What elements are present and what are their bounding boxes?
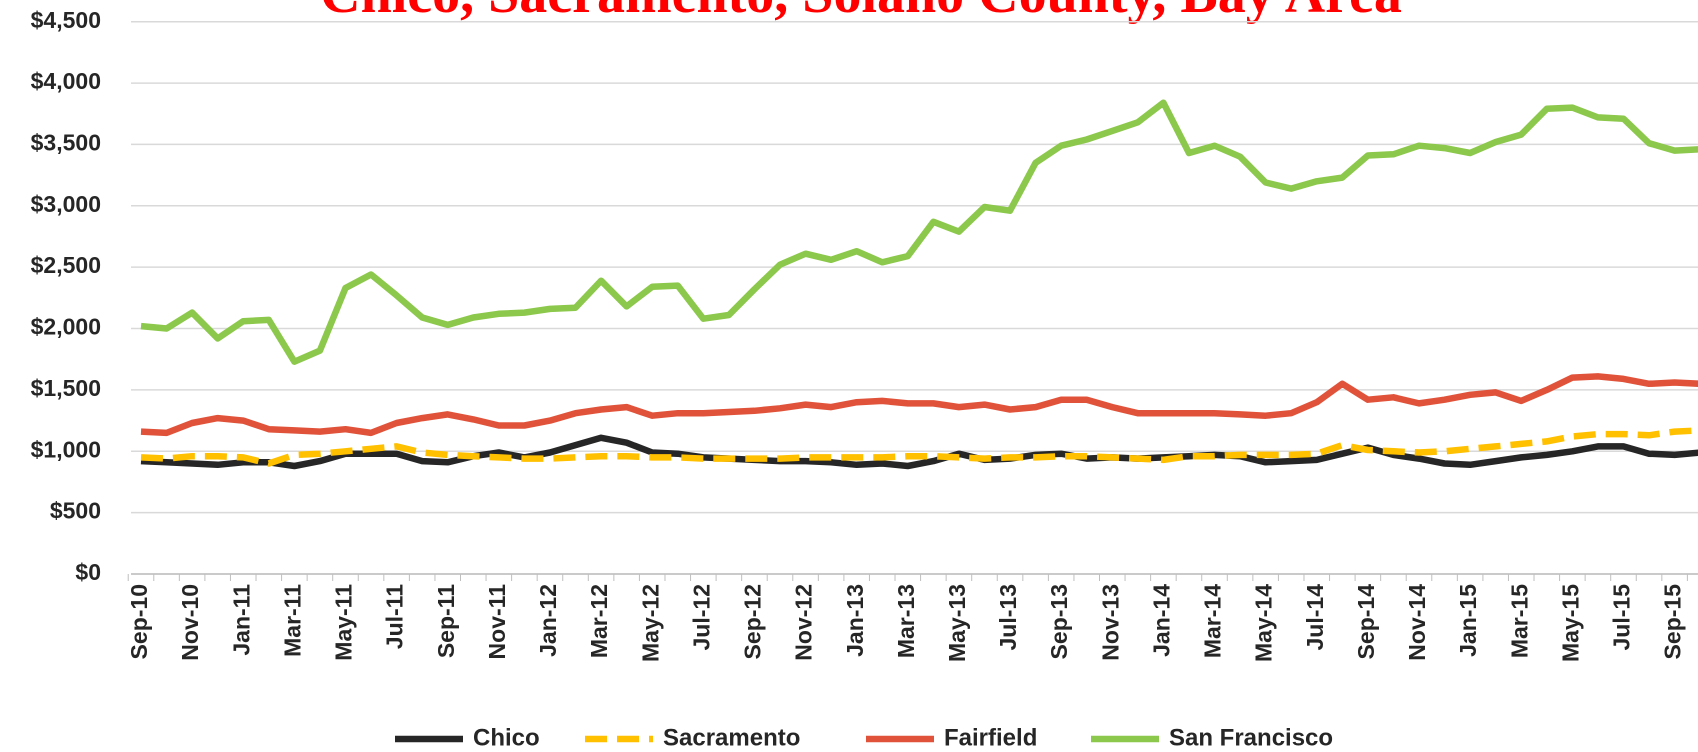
x-tick-label: May-12 <box>637 584 663 662</box>
y-tick-label: $1,500 <box>31 375 101 401</box>
y-tick-label: $2,000 <box>31 314 101 340</box>
legend-label: Sacramento <box>663 724 800 751</box>
y-tick-label: $500 <box>50 498 101 524</box>
x-tick-label: Nov-12 <box>791 584 817 661</box>
x-tick-label: Sep-11 <box>433 584 459 658</box>
x-tick-label: Sep-15 <box>1660 584 1686 660</box>
x-tick-label: Nov-11 <box>484 584 510 660</box>
x-tick-label: May-14 <box>1251 584 1277 662</box>
x-tick-label: Jul-12 <box>688 584 714 650</box>
x-tick-label: Sep-10 <box>126 584 152 659</box>
x-tick-label: Sep-13 <box>1046 584 1072 659</box>
y-tick-label: $4,000 <box>31 68 101 94</box>
x-tick-label: Nov-10 <box>177 584 203 661</box>
x-tick-label: Jul-13 <box>995 584 1021 650</box>
x-tick-label: Jul-15 <box>1609 584 1635 651</box>
x-tick-label: Jan-12 <box>535 584 561 657</box>
legend-label: San Francisco <box>1169 724 1333 751</box>
chart-title: Chico, Sacramento, Solano County, Bay Ar… <box>320 0 1402 25</box>
y-tick-label: $1,000 <box>31 436 101 462</box>
x-tick-label: Sep-14 <box>1353 584 1379 660</box>
series-line <box>140 427 1698 467</box>
x-tick-label: May-11 <box>331 584 357 661</box>
series-line <box>140 373 1698 437</box>
x-tick-label: Mar-15 <box>1506 584 1532 658</box>
x-tick-label: Mar-12 <box>586 584 612 658</box>
x-tick-label: May-15 <box>1557 584 1583 662</box>
series-line <box>140 434 1698 470</box>
legend-label: Fairfield <box>944 724 1037 751</box>
y-tick-label: $4,500 <box>31 7 101 33</box>
x-tick-label: Jan-13 <box>842 584 868 657</box>
x-tick-label: May-13 <box>944 584 970 662</box>
x-tick-label: Sep-12 <box>740 584 766 659</box>
x-tick-label: Nov-13 <box>1097 584 1123 661</box>
y-tick-label: $0 <box>75 559 101 585</box>
legend-label: Chico <box>473 724 540 751</box>
y-tick-label: $3,500 <box>31 130 101 156</box>
x-tick-label: Jan-11 <box>228 584 254 656</box>
x-tick-label: Jan-14 <box>1148 584 1174 657</box>
y-tick-label: $3,000 <box>31 191 101 217</box>
x-tick-label: Mar-11 <box>279 584 305 657</box>
x-tick-label: Mar-13 <box>893 584 919 658</box>
x-tick-label: Jul-14 <box>1302 584 1328 651</box>
series-line <box>140 99 1698 365</box>
x-tick-label: Nov-14 <box>1404 584 1430 661</box>
y-tick-label: $2,500 <box>31 252 101 278</box>
x-tick-label: Jan-15 <box>1455 584 1481 657</box>
x-tick-label: Jul-11 <box>382 584 408 649</box>
x-tick-label: Mar-14 <box>1200 584 1226 658</box>
